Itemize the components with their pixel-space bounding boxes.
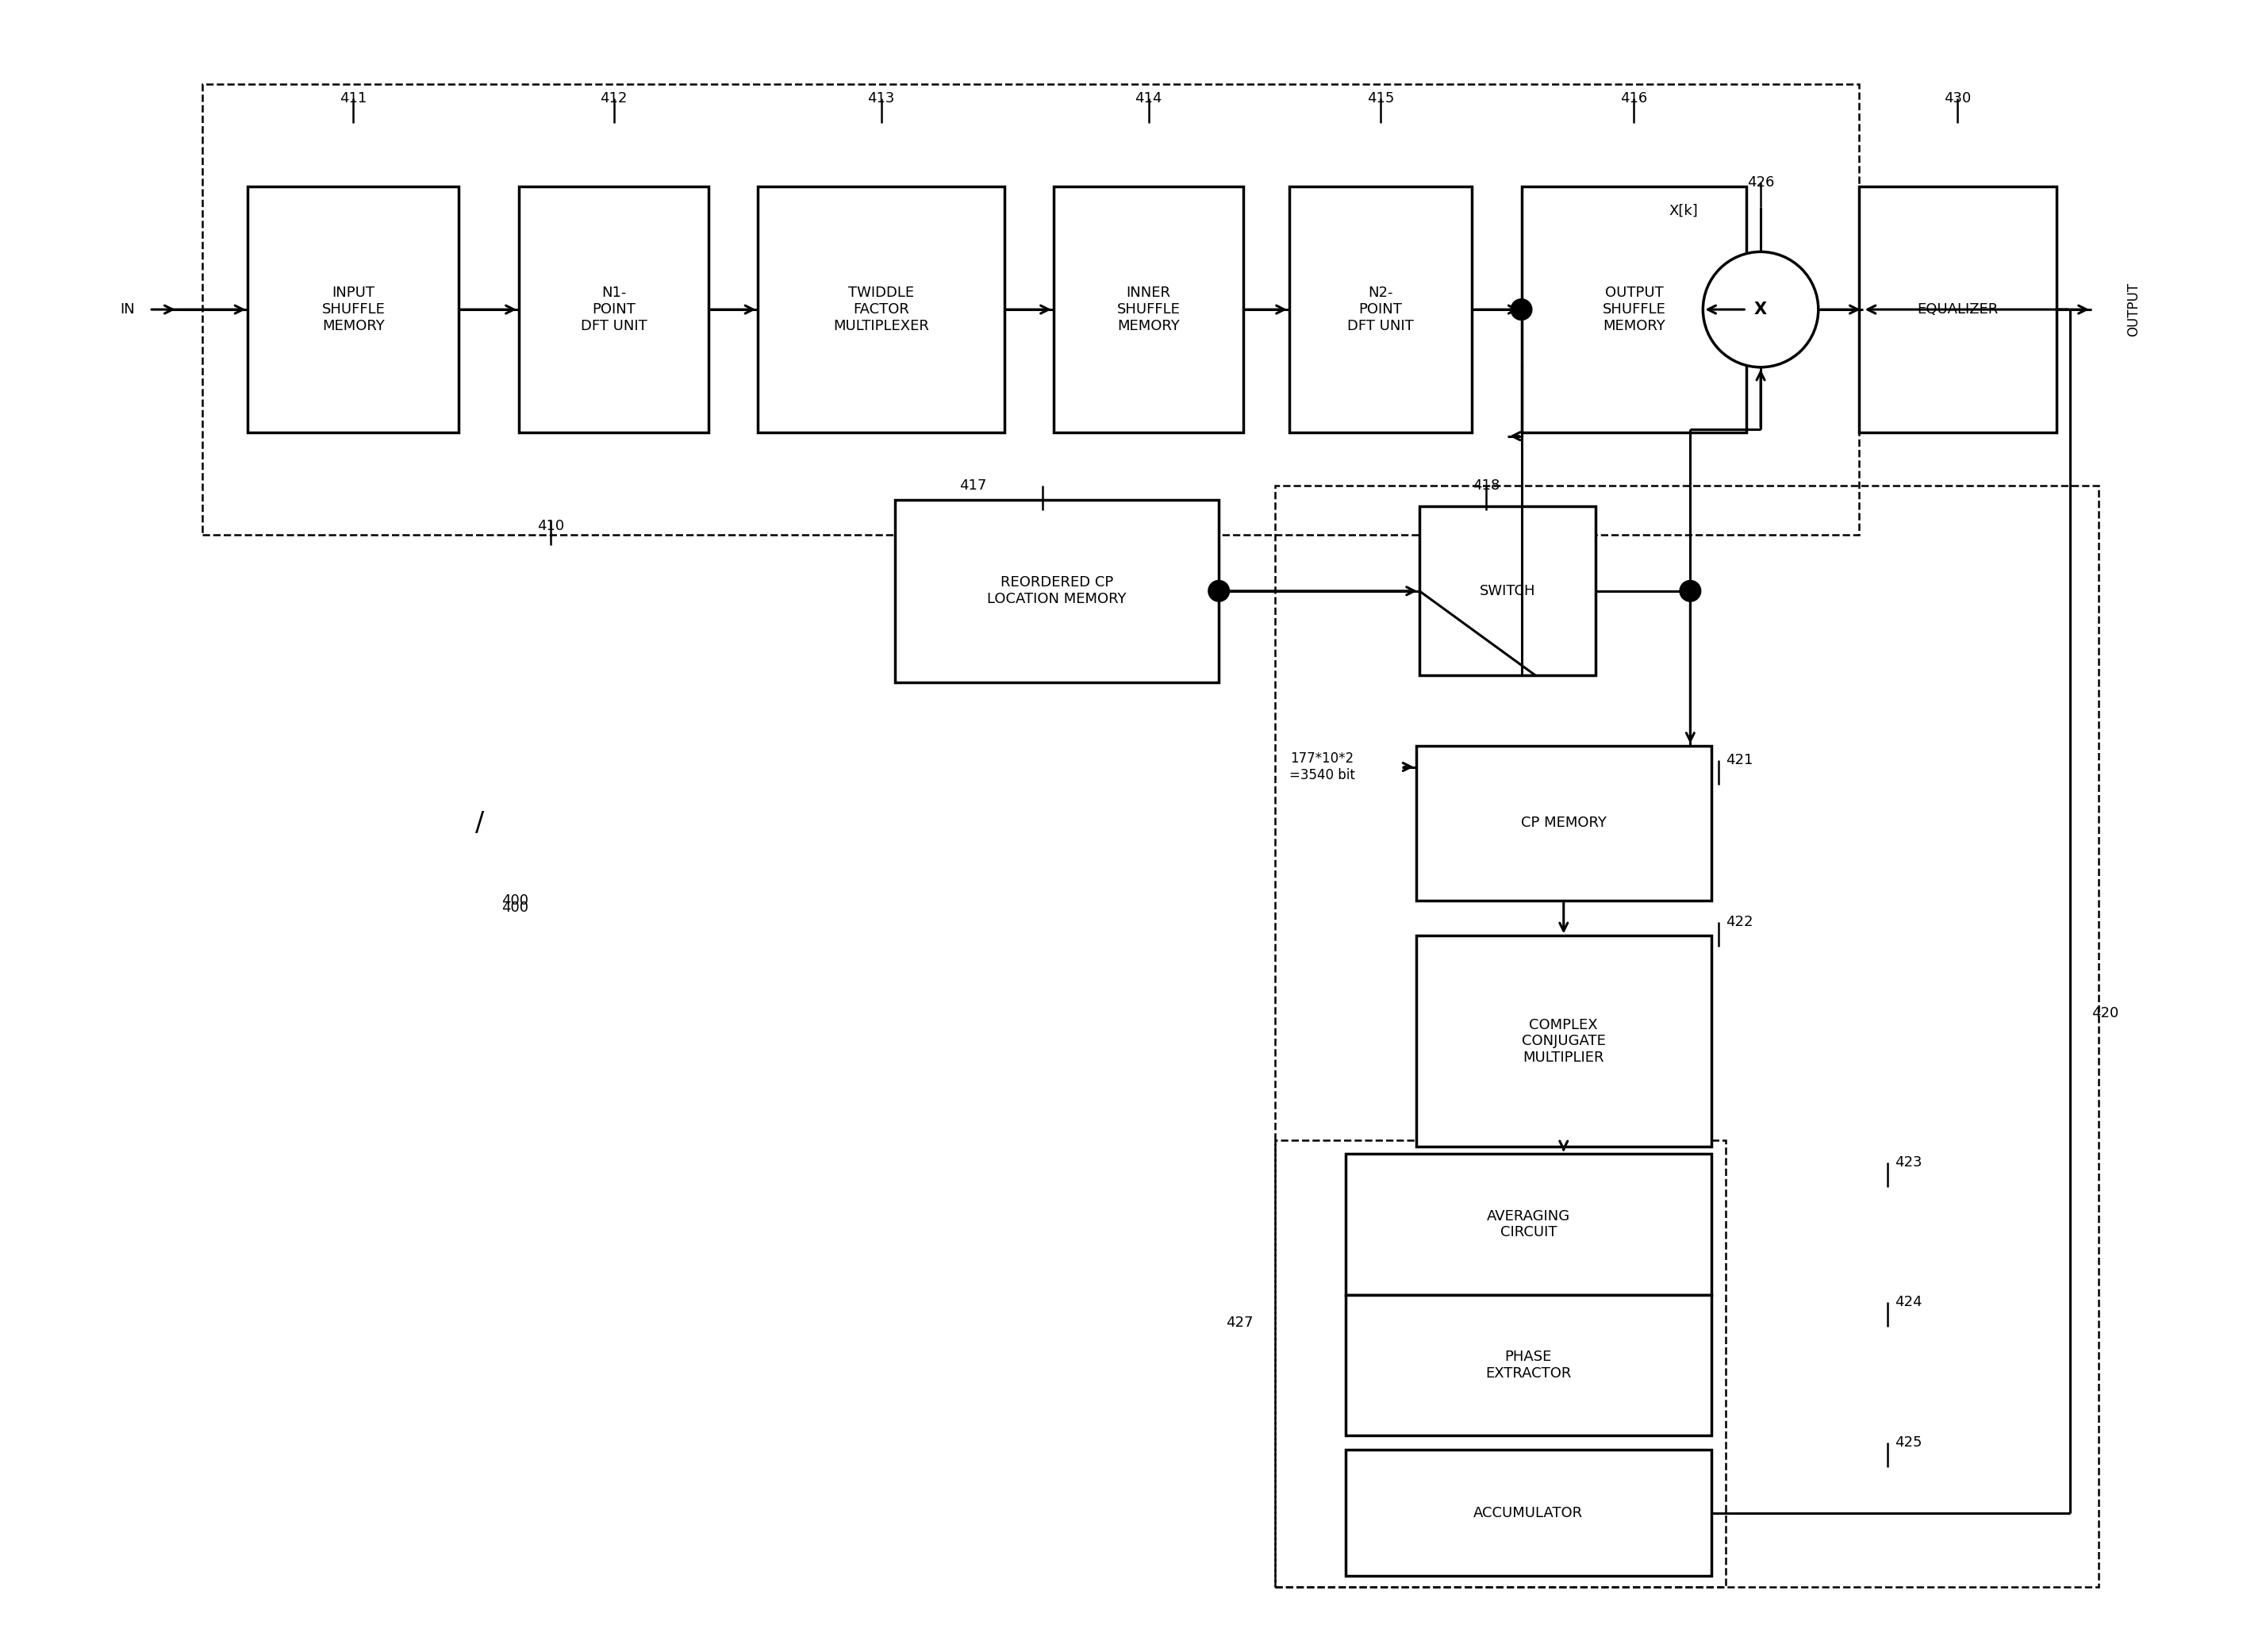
Text: EQUALIZER: EQUALIZER [1917,302,1999,317]
Bar [1416,935,1711,1146]
Text: 400: 400 [501,894,528,907]
Text: INNER
SHUFFLE
MEMORY: INNER SHUFFLE MEMORY [1117,286,1181,334]
Bar [1858,187,2055,433]
Bar [1416,745,1711,900]
Text: 417: 417 [959,479,986,492]
Bar [1276,486,2098,1586]
Text: 427: 427 [1226,1315,1253,1330]
Text: OUTPUT
SHUFFLE
MEMORY: OUTPUT SHUFFLE MEMORY [1602,286,1666,334]
Text: 413: 413 [868,91,895,106]
Text: X[k]: X[k] [1668,203,1697,218]
Text: INPUT
SHUFFLE
MEMORY: INPUT SHUFFLE MEMORY [322,286,385,334]
Text: 400: 400 [501,900,528,915]
Text: 420: 420 [2092,1006,2119,1021]
Text: REORDERED CP
LOCATION MEMORY: REORDERED CP LOCATION MEMORY [988,575,1126,606]
Bar [202,84,1858,535]
Text: 414: 414 [1135,91,1162,106]
Bar [757,187,1004,433]
Bar [1289,187,1473,433]
Bar [1346,1295,1711,1436]
Bar [1346,1153,1711,1295]
Text: 411: 411 [340,91,367,106]
Text: 425: 425 [1894,1436,1922,1449]
Text: N2-
POINT
DFT UNIT: N2- POINT DFT UNIT [1348,286,1414,334]
Text: 423: 423 [1894,1155,1922,1170]
Text: PHASE
EXTRACTOR: PHASE EXTRACTOR [1486,1350,1570,1381]
Bar [1276,1140,1724,1586]
Text: X: X [1754,302,1767,317]
Text: 418: 418 [1473,479,1500,492]
Text: 410: 410 [537,519,564,534]
Circle shape [1511,299,1532,320]
Bar [1419,507,1595,676]
Text: OUTPUT: OUTPUT [2126,282,2141,337]
Circle shape [1704,251,1817,367]
Text: TWIDDLE
FACTOR
MULTIPLEXER: TWIDDLE FACTOR MULTIPLEXER [834,286,929,334]
Bar [247,187,460,433]
Text: 416: 416 [1620,91,1647,106]
Bar [519,187,709,433]
Text: COMPLEX
CONJUGATE
MULTIPLIER: COMPLEX CONJUGATE MULTIPLIER [1523,1018,1607,1066]
Text: N1-
POINT
DFT UNIT: N1- POINT DFT UNIT [580,286,646,334]
Text: AVERAGING
CIRCUIT: AVERAGING CIRCUIT [1486,1209,1570,1239]
Text: 424: 424 [1894,1295,1922,1308]
Text: 421: 421 [1727,753,1754,767]
Text: 422: 422 [1727,915,1754,928]
Text: ACCUMULATOR: ACCUMULATOR [1473,1505,1584,1520]
Text: /: / [476,809,485,836]
Bar [1520,187,1747,433]
Bar [895,499,1219,682]
Bar [1346,1449,1711,1576]
Text: 177*10*2
=3540 bit: 177*10*2 =3540 bit [1289,752,1355,783]
Text: IN: IN [120,302,136,317]
Circle shape [1679,580,1702,601]
Text: 426: 426 [1747,175,1774,190]
Bar [1054,187,1244,433]
Circle shape [1208,580,1230,601]
Text: CP MEMORY: CP MEMORY [1520,816,1607,831]
Text: 430: 430 [1944,91,1971,106]
Text: 415: 415 [1366,91,1394,106]
Text: 412: 412 [600,91,628,106]
Text: SWITCH: SWITCH [1480,583,1536,598]
